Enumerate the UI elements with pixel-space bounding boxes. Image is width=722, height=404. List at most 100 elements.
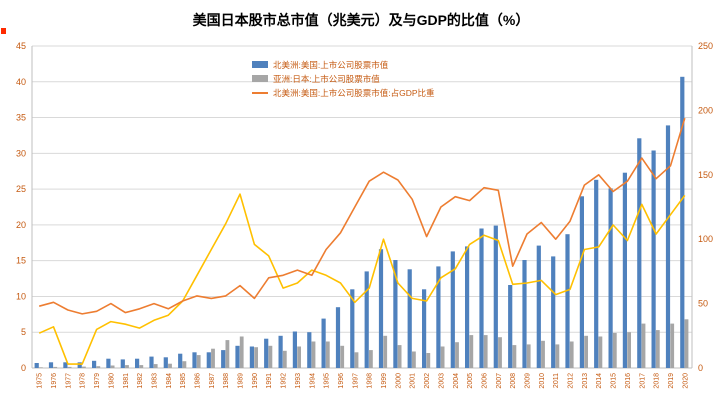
- bar-jp-marketcap[interactable]: [440, 346, 445, 369]
- bar-us-marketcap[interactable]: [63, 362, 68, 368]
- bar-jp-marketcap[interactable]: [153, 364, 158, 368]
- legend-item-jp-cap[interactable]: 亚洲:日本:上市公司股票市值: [252, 73, 435, 84]
- legend-item-us-gdp-ratio[interactable]: 北美洲:美国:上市公司股票市值:占GDP比重: [252, 87, 435, 98]
- bar-us-marketcap[interactable]: [278, 335, 283, 368]
- bar-us-marketcap[interactable]: [163, 357, 168, 368]
- bar-us-marketcap[interactable]: [264, 338, 269, 368]
- bar-jp-marketcap[interactable]: [455, 342, 459, 368]
- bar-jp-marketcap[interactable]: [96, 366, 101, 368]
- bar-us-marketcap[interactable]: [206, 352, 211, 368]
- bar-us-marketcap[interactable]: [665, 125, 671, 369]
- bar-us-marketcap[interactable]: [364, 271, 369, 368]
- bar-jp-marketcap[interactable]: [340, 345, 345, 368]
- bar-jp-marketcap[interactable]: [569, 341, 574, 369]
- bar-jp-marketcap[interactable]: [225, 340, 230, 368]
- x-axis-year-label: 1983: [152, 373, 159, 389]
- bar-jp-marketcap[interactable]: [282, 350, 287, 368]
- bar-jp-marketcap[interactable]: [526, 344, 531, 368]
- bar-jp-marketcap[interactable]: [426, 353, 431, 368]
- bar-jp-marketcap[interactable]: [512, 345, 517, 368]
- bar-jp-marketcap[interactable]: [110, 365, 115, 369]
- bar-jp-marketcap[interactable]: [196, 355, 201, 368]
- bar-us-marketcap[interactable]: [608, 188, 613, 368]
- bar-us-marketcap[interactable]: [622, 172, 627, 368]
- bar-jp-marketcap[interactable]: [469, 335, 474, 368]
- bar-us-marketcap[interactable]: [178, 353, 183, 368]
- bar-jp-marketcap[interactable]: [584, 335, 588, 368]
- bar-jp-marketcap[interactable]: [182, 361, 187, 368]
- bar-jp-marketcap[interactable]: [211, 348, 215, 368]
- bar-jp-marketcap[interactable]: [39, 367, 43, 368]
- bar-jp-marketcap[interactable]: [684, 319, 689, 368]
- bar-jp-marketcap[interactable]: [325, 341, 330, 369]
- bar-us-marketcap[interactable]: [479, 228, 484, 369]
- bar-us-marketcap[interactable]: [335, 307, 341, 368]
- bar-us-marketcap[interactable]: [422, 289, 427, 368]
- bar-jp-marketcap[interactable]: [397, 345, 402, 368]
- bar-us-marketcap[interactable]: [594, 179, 599, 368]
- bar-jp-marketcap[interactable]: [541, 340, 545, 368]
- bar-us-marketcap[interactable]: [34, 363, 39, 368]
- bar-jp-marketcap[interactable]: [383, 335, 388, 368]
- bar-us-marketcap[interactable]: [637, 138, 642, 368]
- legend-item-us-cap[interactable]: 北美洲:美国:上市公司股票市值: [252, 59, 435, 70]
- bar-us-marketcap[interactable]: [135, 358, 140, 368]
- bar-jp-marketcap[interactable]: [641, 323, 646, 368]
- bar-us-marketcap[interactable]: [680, 76, 685, 369]
- bar-jp-marketcap[interactable]: [483, 335, 488, 368]
- bar-us-marketcap[interactable]: [321, 318, 326, 368]
- bar-jp-marketcap[interactable]: [82, 366, 86, 368]
- bar-jp-marketcap[interactable]: [627, 332, 631, 368]
- bar-us-marketcap[interactable]: [92, 360, 97, 368]
- bar-jp-marketcap[interactable]: [268, 345, 273, 368]
- bar-us-marketcap[interactable]: [149, 356, 154, 368]
- bar-us-marketcap[interactable]: [221, 350, 226, 368]
- bar-jp-marketcap[interactable]: [67, 366, 72, 368]
- bar-jp-marketcap[interactable]: [125, 365, 129, 368]
- bar-us-marketcap[interactable]: [48, 362, 54, 368]
- bar-jp-marketcap[interactable]: [655, 330, 660, 368]
- bar-us-marketcap[interactable]: [551, 256, 556, 368]
- bar-us-marketcap[interactable]: [106, 358, 111, 368]
- bar-us-marketcap[interactable]: [579, 196, 584, 368]
- bar-us-marketcap[interactable]: [465, 246, 470, 368]
- bar-jp-marketcap[interactable]: [498, 337, 502, 368]
- bar-jp-marketcap[interactable]: [555, 344, 560, 368]
- bar-us-marketcap[interactable]: [292, 331, 297, 369]
- bar-jp-marketcap[interactable]: [412, 351, 416, 369]
- bar-jp-marketcap[interactable]: [139, 365, 144, 368]
- bar-us-marketcap[interactable]: [536, 245, 541, 368]
- bar-jp-marketcap[interactable]: [254, 347, 258, 368]
- line-jp-gdp-ratio[interactable]: [38, 193, 686, 365]
- bar-us-marketcap[interactable]: [522, 260, 527, 368]
- bar-us-marketcap[interactable]: [450, 251, 455, 368]
- bar-us-marketcap[interactable]: [407, 269, 412, 368]
- bar-jp-marketcap[interactable]: [297, 346, 301, 369]
- line-us-gdp-ratio[interactable]: [38, 117, 686, 315]
- bar-us-marketcap[interactable]: [307, 332, 312, 368]
- bar-us-marketcap[interactable]: [120, 359, 125, 368]
- bar-jp-marketcap[interactable]: [354, 352, 359, 368]
- bar-us-marketcap[interactable]: [249, 346, 254, 369]
- bar-us-marketcap[interactable]: [651, 150, 656, 369]
- bar-us-marketcap[interactable]: [393, 260, 398, 368]
- bar-us-marketcap[interactable]: [350, 289, 355, 368]
- x-axis-year-label: 2003: [438, 373, 445, 389]
- bar-us-marketcap[interactable]: [77, 362, 82, 368]
- bar-jp-marketcap[interactable]: [53, 366, 58, 368]
- bar-us-marketcap[interactable]: [192, 352, 197, 368]
- bar-us-marketcap[interactable]: [235, 345, 240, 368]
- bar-us-marketcap[interactable]: [508, 285, 513, 368]
- bar-jp-marketcap[interactable]: [311, 341, 316, 369]
- bar-jp-marketcap[interactable]: [598, 336, 603, 369]
- bar-us-marketcap[interactable]: [436, 266, 441, 368]
- bar-us-marketcap[interactable]: [493, 225, 498, 368]
- bar-jp-marketcap[interactable]: [612, 332, 617, 368]
- bar-jp-marketcap[interactable]: [168, 363, 172, 368]
- bar-jp-marketcap[interactable]: [369, 350, 373, 368]
- bar-jp-marketcap[interactable]: [670, 323, 675, 368]
- bar-us-marketcap[interactable]: [378, 249, 384, 368]
- bar-jp-marketcap[interactable]: [239, 336, 244, 369]
- bar-us-marketcap[interactable]: [565, 234, 570, 368]
